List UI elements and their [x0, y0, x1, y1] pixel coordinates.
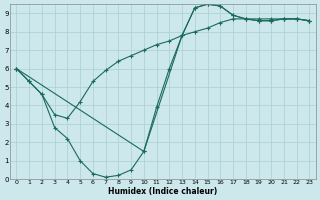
X-axis label: Humidex (Indice chaleur): Humidex (Indice chaleur): [108, 187, 218, 196]
